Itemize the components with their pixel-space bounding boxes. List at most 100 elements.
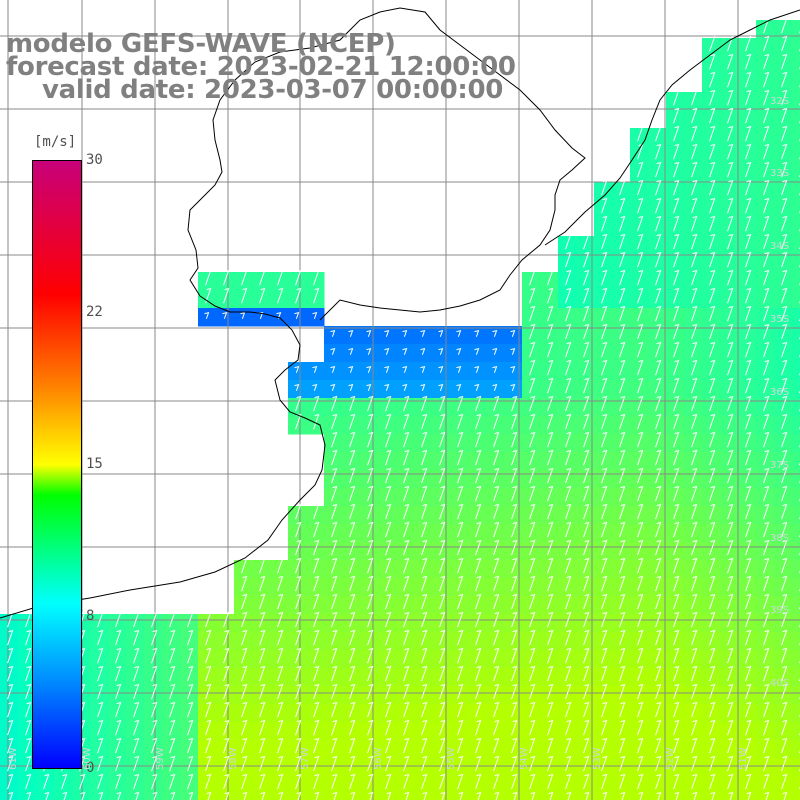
wind-arrow bbox=[475, 431, 482, 448]
wind-arrow bbox=[727, 341, 734, 358]
wind-arrow bbox=[313, 701, 320, 718]
colorbar-tick: 8 bbox=[86, 608, 95, 624]
colorbar-tick-max: 30 bbox=[86, 152, 103, 168]
wind-speed-cell bbox=[342, 794, 361, 800]
wind-arrow bbox=[637, 701, 644, 718]
model-title: modelo GEFS-WAVE (NCEP) bbox=[6, 29, 396, 59]
wind-arrow bbox=[727, 431, 734, 448]
wind-arrow bbox=[115, 629, 122, 646]
wind-arrow bbox=[385, 503, 392, 520]
wind-speed-cell bbox=[792, 758, 800, 777]
wind-arrow bbox=[313, 719, 320, 736]
wind-arrow bbox=[169, 755, 176, 772]
wind-arrow bbox=[601, 197, 608, 214]
wind-speed-cell bbox=[792, 74, 800, 93]
wind-arrow bbox=[709, 125, 716, 142]
wind-speed-cell bbox=[738, 794, 757, 800]
wind-speed-cell bbox=[792, 146, 800, 165]
wind-arrow bbox=[727, 593, 734, 610]
wind-arrow bbox=[421, 719, 428, 736]
wind-arrow bbox=[691, 233, 698, 250]
wind-arrow bbox=[511, 737, 518, 754]
wind-arrow bbox=[619, 197, 626, 214]
wind-speed-cell bbox=[792, 326, 800, 345]
wind-arrow bbox=[313, 611, 320, 628]
wind-arrow bbox=[7, 683, 14, 700]
wind-arrow bbox=[565, 413, 572, 430]
wind-arrow bbox=[457, 611, 464, 628]
wind-arrow bbox=[492, 365, 498, 373]
wind-arrow bbox=[529, 647, 536, 664]
wind-arrow bbox=[745, 755, 752, 772]
wind-arrow bbox=[619, 323, 626, 340]
wind-arrow bbox=[259, 629, 266, 646]
wind-arrow bbox=[456, 347, 462, 355]
wind-arrow bbox=[475, 629, 482, 646]
wind-arrow bbox=[763, 629, 770, 646]
wind-arrow bbox=[151, 737, 158, 754]
wind-arrow bbox=[403, 737, 410, 754]
wind-speed-cell bbox=[792, 182, 800, 201]
wind-arrow bbox=[421, 413, 428, 430]
wind-arrow bbox=[385, 413, 392, 430]
wind-arrow bbox=[475, 683, 482, 700]
wind-arrow bbox=[655, 413, 662, 430]
wind-arrow bbox=[187, 755, 194, 772]
wind-arrow bbox=[385, 773, 392, 790]
wind-arrow bbox=[205, 701, 212, 718]
wind-arrow bbox=[475, 665, 482, 682]
wind-arrow bbox=[439, 413, 446, 430]
wind-arrow bbox=[673, 773, 680, 790]
wind-arrow bbox=[709, 431, 716, 448]
wind-arrow bbox=[565, 251, 572, 268]
wind-arrow bbox=[691, 665, 698, 682]
wind-arrow bbox=[205, 719, 212, 736]
wind-arrow bbox=[385, 539, 392, 556]
wind-arrow bbox=[655, 233, 662, 250]
wind-arrow bbox=[727, 719, 734, 736]
wind-arrow bbox=[763, 413, 770, 430]
wind-arrow bbox=[277, 755, 284, 772]
wind-arrow bbox=[313, 269, 320, 286]
wind-arrow bbox=[763, 107, 770, 124]
wind-arrow bbox=[475, 503, 482, 520]
wind-arrow bbox=[727, 575, 734, 592]
wind-arrow bbox=[385, 593, 392, 610]
wind-arrow bbox=[205, 683, 212, 700]
wind-arrow bbox=[745, 683, 752, 700]
wind-speed-cell bbox=[234, 794, 253, 800]
wind-arrow bbox=[331, 395, 338, 412]
wind-arrow bbox=[403, 449, 410, 466]
wind-speed-cell bbox=[486, 794, 505, 800]
wind-arrow bbox=[223, 737, 230, 754]
wind-arrow bbox=[565, 503, 572, 520]
wind-arrow bbox=[745, 251, 752, 268]
wind-arrow bbox=[691, 683, 698, 700]
coastline-east bbox=[544, 9, 800, 246]
wind-arrow bbox=[169, 773, 176, 790]
wind-arrow bbox=[655, 359, 662, 376]
wind-arrow bbox=[511, 593, 518, 610]
wind-arrow bbox=[439, 431, 446, 448]
wind-arrow bbox=[637, 539, 644, 556]
wind-arrow bbox=[745, 71, 752, 88]
wind-arrow bbox=[295, 557, 302, 574]
wind-arrow bbox=[709, 665, 716, 682]
wind-arrow bbox=[421, 755, 428, 772]
wind-arrow bbox=[97, 665, 104, 682]
wind-arrow bbox=[763, 557, 770, 574]
wind-arrow bbox=[565, 647, 572, 664]
wind-arrow bbox=[565, 467, 572, 484]
wind-arrow bbox=[241, 719, 248, 736]
wind-arrow bbox=[709, 449, 716, 466]
colorbar-tick: 15 bbox=[86, 456, 103, 472]
wind-arrow bbox=[529, 413, 536, 430]
wind-arrow bbox=[601, 575, 608, 592]
wind-arrow bbox=[43, 773, 50, 790]
wind-speed-cell bbox=[324, 794, 343, 800]
wind-arrow bbox=[673, 89, 680, 106]
wind-arrow bbox=[709, 503, 716, 520]
wind-arrow bbox=[655, 377, 662, 394]
wind-arrow bbox=[348, 329, 354, 337]
